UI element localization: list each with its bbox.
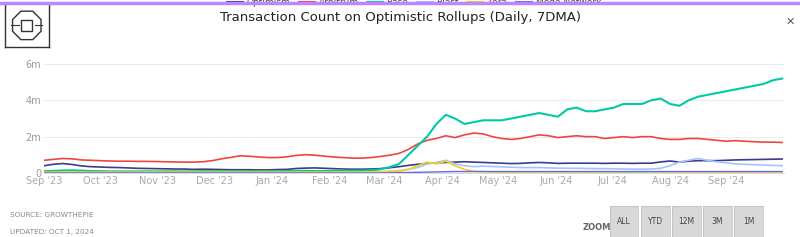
Text: ALL: ALL: [617, 217, 631, 226]
Text: SOURCE: GROWTHEPIE: SOURCE: GROWTHEPIE: [10, 212, 93, 218]
Text: ✕: ✕: [786, 17, 795, 27]
Legend: Optimism, Arbitrum, Base, Blast, Zora, Mode Network: Optimism, Arbitrum, Base, Blast, Zora, M…: [223, 0, 605, 11]
Text: UPDATED: OCT 1, 2024: UPDATED: OCT 1, 2024: [10, 229, 94, 235]
Text: 1M: 1M: [743, 217, 754, 226]
Text: YTD: YTD: [648, 217, 662, 226]
Text: ZOOM: ZOOM: [582, 223, 610, 232]
Text: Transaction Count on Optimistic Rollups (Daily, 7DMA): Transaction Count on Optimistic Rollups …: [219, 11, 581, 24]
Text: 3M: 3M: [712, 217, 723, 226]
Text: 12M: 12M: [678, 217, 694, 226]
